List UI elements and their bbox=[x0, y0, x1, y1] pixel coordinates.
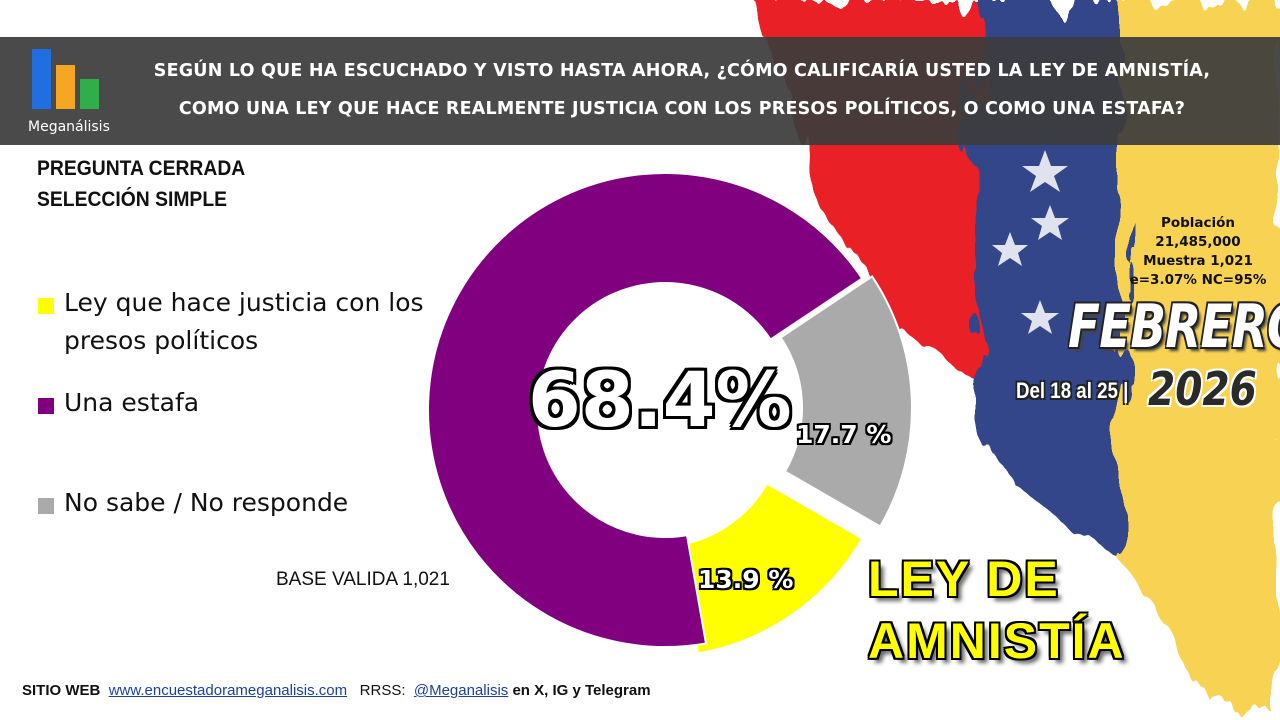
slice-label-estafa: 68.4% bbox=[528, 355, 792, 444]
slice-estafa bbox=[427, 172, 864, 648]
footer: SITIO WEB www.encuestadorameganalisis.co… bbox=[22, 682, 651, 699]
social-label: RRSS: bbox=[359, 682, 406, 699]
legend-label-nsnr: No sabe / No responde bbox=[64, 488, 349, 517]
topic-line-1: LEY DE bbox=[868, 551, 1060, 607]
logo-bar-orange bbox=[56, 65, 75, 109]
header-banner: Meganálisis SEGÚN LO QUE HA ESCUCHADO Y … bbox=[0, 37, 1280, 145]
slice-justicia bbox=[677, 482, 864, 655]
legend-label-justicia: Ley que hace justicia con los presos pol… bbox=[64, 288, 424, 355]
legend-swatch-gray bbox=[38, 498, 54, 514]
population-value: 21,485,000 bbox=[1155, 234, 1241, 250]
period-month: FEBRERO bbox=[1068, 292, 1280, 362]
base-valid-text: BASE VALIDA 1,021 bbox=[276, 569, 450, 590]
sample-size: Muestra 1,021 bbox=[1143, 253, 1253, 269]
logo-bar-green bbox=[80, 79, 99, 109]
slice-nsnr bbox=[779, 275, 913, 528]
question-type-line-2: SELECCIÓN SIMPLE bbox=[37, 188, 228, 211]
question-type-line-1: PREGUNTA CERRADA bbox=[37, 157, 246, 180]
legend-swatch-yellow bbox=[38, 298, 54, 314]
sample-info: Población 21,485,000 Muestra 1,021 e=3.0… bbox=[1118, 214, 1278, 290]
question-line-1: SEGÚN LO QUE HA ESCUCHADO Y VISTO HASTA … bbox=[153, 61, 1211, 81]
population-label: Población bbox=[1160, 215, 1236, 231]
social-handle-link[interactable]: @Meganalisis bbox=[413, 682, 509, 699]
period-range: Del 18 al 25 | bbox=[1016, 378, 1129, 403]
social-suffix: en X, IG y Telegram bbox=[512, 682, 651, 699]
logo-bar-blue bbox=[32, 49, 51, 109]
slice-label-nsnr: 17.7 % bbox=[796, 420, 892, 449]
topic-line-2: AMNISTÍA bbox=[868, 613, 1126, 669]
error-confidence: e=3.07% NC=95% bbox=[1129, 272, 1267, 288]
meganalisis-logo: Meganálisis bbox=[28, 49, 112, 139]
site-url-link[interactable]: www.encuestadorameganalisis.com bbox=[108, 682, 348, 699]
legend-label-estafa: Una estafa bbox=[64, 388, 200, 417]
logo-name: Meganálisis bbox=[28, 119, 110, 135]
slice-label-justicia: 13.9 % bbox=[698, 565, 794, 594]
site-label: SITIO WEB bbox=[22, 682, 101, 699]
period-year: 2026 bbox=[1148, 362, 1257, 416]
question-line-2: COMO UNA LEY QUE HACE REALMENTE JUSTICIA… bbox=[178, 99, 1186, 119]
legend-swatch-purple bbox=[38, 398, 54, 414]
